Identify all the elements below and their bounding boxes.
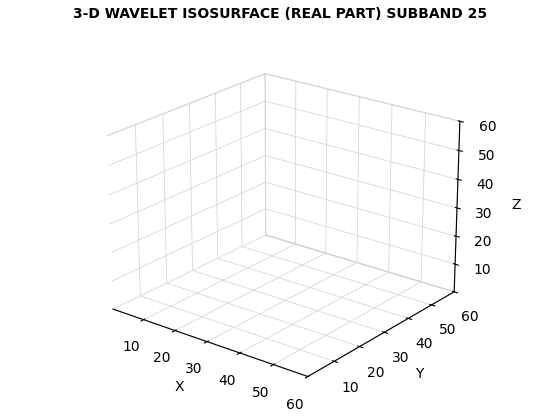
Title: 3-D WAVELET ISOSURFACE (REAL PART) SUBBAND 25: 3-D WAVELET ISOSURFACE (REAL PART) SUBBA… [73,7,487,21]
X-axis label: X: X [174,380,184,394]
Y-axis label: Y: Y [416,367,424,381]
